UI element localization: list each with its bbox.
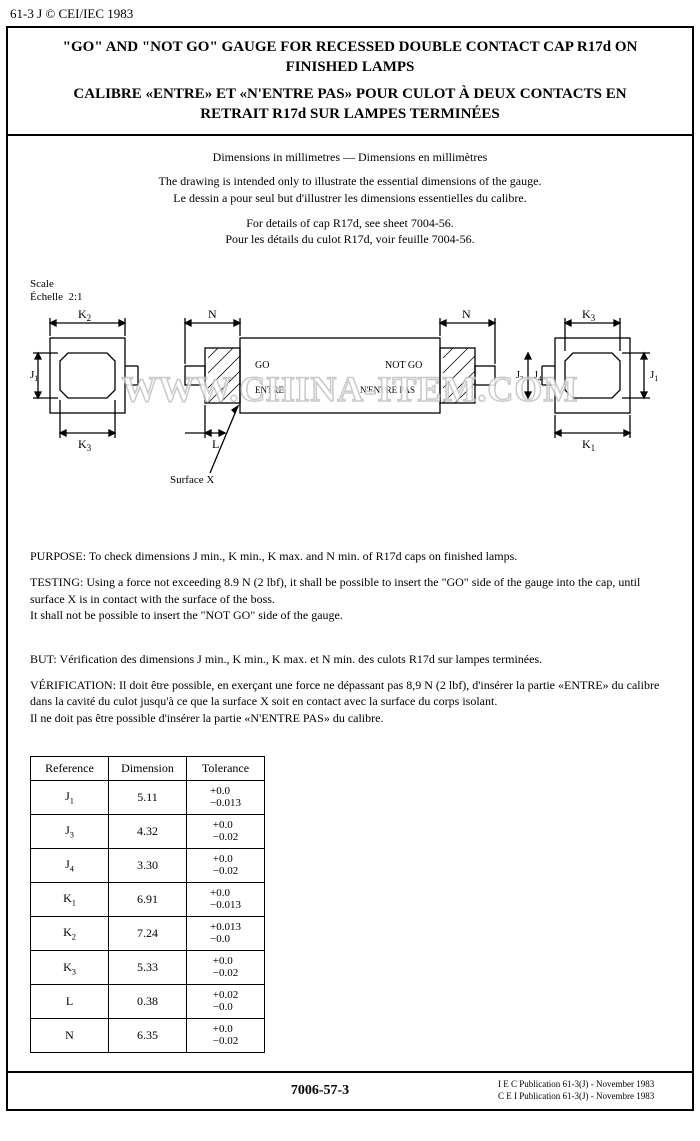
testing-lead: TESTING: xyxy=(30,575,83,589)
cell-dimension: 6.91 xyxy=(109,882,187,916)
cell-dimension: 7.24 xyxy=(109,917,187,951)
header-reference: Reference xyxy=(31,756,109,780)
cell-tolerance: +0.0−0.02 xyxy=(187,814,265,848)
pub-line-1: I E C Publication 61-3(J) - November 198… xyxy=(498,1079,654,1089)
header-dimension: Dimension xyxy=(109,756,187,780)
table-row: K35.33+0.0−0.02 xyxy=(31,951,265,985)
table-row: L0.38+0.02−0.0 xyxy=(31,985,265,1019)
table-row: K16.91+0.0−0.013 xyxy=(31,882,265,916)
cell-reference: J1 xyxy=(31,780,109,814)
svg-text:N: N xyxy=(462,307,471,321)
publication-info: I E C Publication 61-3(J) - November 198… xyxy=(498,1079,678,1102)
cell-reference: K3 xyxy=(31,951,109,985)
footer: 7006-57-3 I E C Publication 61-3(J) - No… xyxy=(8,1073,692,1108)
cell-tolerance: +0.0−0.02 xyxy=(187,848,265,882)
purpose-lead: PURPOSE: xyxy=(30,549,86,563)
but-lead: BUT: xyxy=(30,652,57,666)
cell-dimension: 5.33 xyxy=(109,951,187,985)
cell-tolerance: +0.02−0.0 xyxy=(187,985,265,1019)
svg-text:NOT GO: NOT GO xyxy=(385,360,422,371)
cell-dimension: 6.35 xyxy=(109,1019,187,1053)
cell-tolerance: +0.0−0.02 xyxy=(187,1019,265,1053)
svg-text:N: N xyxy=(208,307,217,321)
dimensions-header: Dimensions in millimetres — Dimensions e… xyxy=(30,150,670,165)
svg-text:J1: J1 xyxy=(30,369,38,383)
svg-text:J4: J4 xyxy=(534,370,542,383)
gauge-drawing: K2 N N K3 K3 K1 L J1 J3 J4 J1 GO NOT GO … xyxy=(30,278,670,508)
cell-dimension: 0.38 xyxy=(109,985,187,1019)
svg-text:K1: K1 xyxy=(582,437,595,453)
detail-reference: For details of cap R17d, see sheet 7004-… xyxy=(30,215,670,249)
intro-fr: Le dessin a pour seul but d'illustrer le… xyxy=(173,191,526,205)
detail-en: For details of cap R17d, see sheet 7004-… xyxy=(246,216,454,230)
cell-dimension: 3.30 xyxy=(109,848,187,882)
detail-fr: Pour les détails du culot R17d, voir feu… xyxy=(225,232,474,246)
table-row: J43.30+0.0−0.02 xyxy=(31,848,265,882)
testing-paragraph: TESTING: Using a force not exceeding 8.9… xyxy=(30,574,670,623)
intro-en: The drawing is intended only to illustra… xyxy=(159,174,542,188)
cell-dimension: 5.11 xyxy=(109,780,187,814)
document-frame: "GO" AND "NOT GO" GAUGE FOR RECESSED DOU… xyxy=(6,26,694,1111)
cell-reference: J3 xyxy=(31,814,109,848)
svg-text:GO: GO xyxy=(255,360,269,371)
content-area: Dimensions in millimetres — Dimensions e… xyxy=(8,136,692,1073)
table-header-row: Reference Dimension Tolerance xyxy=(31,756,265,780)
svg-text:Surface X: Surface X xyxy=(170,474,214,486)
cell-reference: N xyxy=(31,1019,109,1053)
pub-line-2: C E I Publication 61-3(J) - Novembre 198… xyxy=(498,1091,654,1101)
technical-diagram: Scale Échelle 2:1 xyxy=(30,278,670,508)
svg-text:J1: J1 xyxy=(650,369,658,383)
cell-tolerance: +0.0−0.013 xyxy=(187,882,265,916)
title-english: "GO" AND "NOT GO" GAUGE FOR RECESSED DOU… xyxy=(48,38,652,77)
title-box: "GO" AND "NOT GO" GAUGE FOR RECESSED DOU… xyxy=(8,28,692,136)
cell-dimension: 4.32 xyxy=(109,814,187,848)
purpose-paragraph: PURPOSE: To check dimensions J min., K m… xyxy=(30,548,670,564)
svg-text:ENTRE: ENTRE xyxy=(255,385,284,395)
testing-text2: It shall not be possible to insert the "… xyxy=(30,608,343,622)
svg-text:N'ENTRE PAS: N'ENTRE PAS xyxy=(360,385,415,395)
cell-tolerance: +0.0−0.02 xyxy=(187,951,265,985)
verification-lead: VÉRIFICATION: xyxy=(30,678,116,692)
cell-reference: L xyxy=(31,985,109,1019)
purpose-text: To check dimensions J min., K min., K ma… xyxy=(86,549,517,563)
header-tolerance: Tolerance xyxy=(187,756,265,780)
svg-text:K3: K3 xyxy=(78,437,92,453)
document-number: 7006-57-3 xyxy=(291,1083,349,1099)
dimensions-table: Reference Dimension Tolerance J15.11+0.0… xyxy=(30,756,265,1054)
svg-text:L: L xyxy=(212,437,219,451)
cell-reference: J4 xyxy=(31,848,109,882)
verification-paragraph: VÉRIFICATION: Il doit être possible, en … xyxy=(30,677,670,726)
table-row: J34.32+0.0−0.02 xyxy=(31,814,265,848)
intro-text: The drawing is intended only to illustra… xyxy=(30,173,670,207)
table-row: K27.24+0.013−0.0 xyxy=(31,917,265,951)
svg-text:K2: K2 xyxy=(78,307,91,323)
but-paragraph: BUT: Vérification des dimensions J min.,… xyxy=(30,651,670,667)
svg-text:J3: J3 xyxy=(516,370,524,383)
testing-text: Using a force not exceeding 8.9 N (2 lbf… xyxy=(30,575,640,605)
svg-text:K3: K3 xyxy=(582,307,596,323)
but-text: Vérification des dimensions J min., K mi… xyxy=(57,652,542,666)
cell-tolerance: +0.0−0.013 xyxy=(187,780,265,814)
cell-reference: K2 xyxy=(31,917,109,951)
table-row: J15.11+0.0−0.013 xyxy=(31,780,265,814)
page-header: 61-3 J © CEI/IEC 1983 xyxy=(0,0,700,26)
verification-text2: Il ne doit pas être possible d'insérer l… xyxy=(30,711,383,725)
title-french: CALIBRE «ENTRE» ET «N'ENTRE PAS» POUR CU… xyxy=(48,85,652,124)
verification-text: Il doit être possible, en exerçant une f… xyxy=(30,678,659,708)
table-row: N6.35+0.0−0.02 xyxy=(31,1019,265,1053)
cell-tolerance: +0.013−0.0 xyxy=(187,917,265,951)
cell-reference: K1 xyxy=(31,882,109,916)
